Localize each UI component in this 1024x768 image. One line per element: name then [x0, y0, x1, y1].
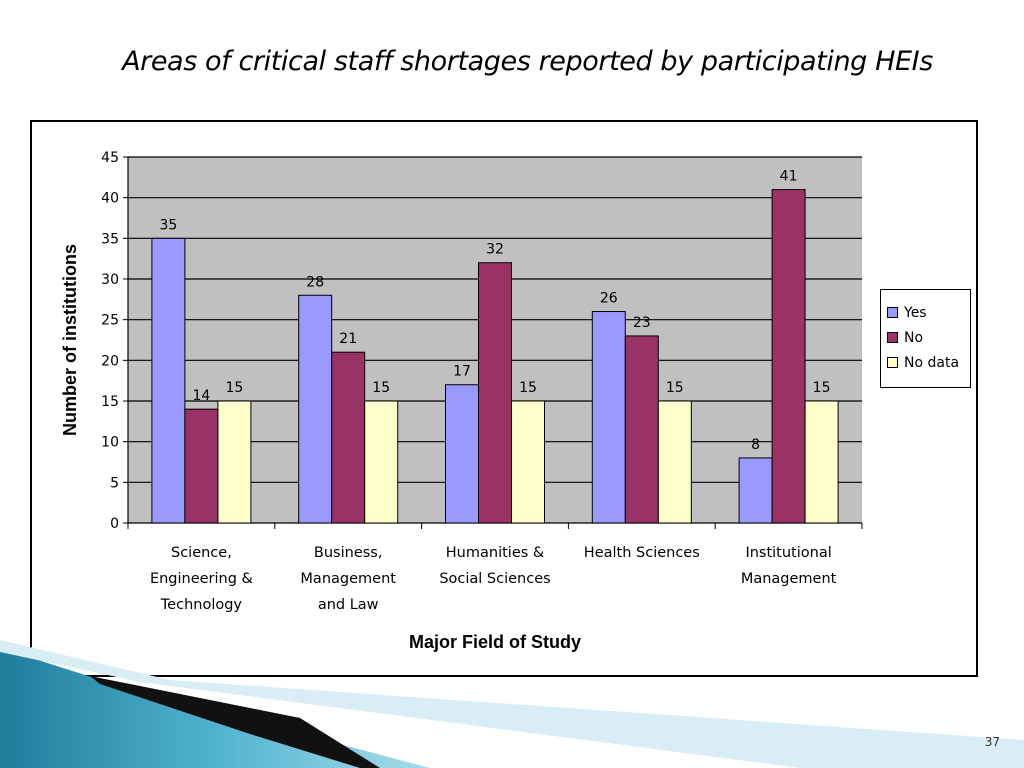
- x-tick-label: Humanities &: [446, 545, 544, 561]
- legend-swatch: [887, 332, 898, 343]
- y-tick-label: 10: [101, 435, 119, 451]
- x-axis-title: Major Field of Study: [409, 632, 581, 652]
- data-label: 23: [633, 315, 651, 331]
- bar: [364, 400, 399, 524]
- bar: [298, 294, 333, 524]
- data-label: 15: [813, 380, 831, 396]
- slide-title: Areas of critical staff shortages report…: [122, 46, 933, 77]
- data-label: 14: [192, 388, 210, 404]
- y-tick-label: 0: [110, 516, 119, 532]
- y-tick-label: 5: [110, 475, 119, 491]
- y-tick-label: 35: [101, 231, 119, 247]
- bar: [804, 400, 839, 524]
- bar-chart: 0 5 10 15 20 25 30 35 40 45 35 14 15 Science, Engineer…: [60, 150, 863, 652]
- bar: [184, 408, 219, 524]
- data-label: 35: [159, 217, 177, 233]
- bar: [331, 351, 366, 524]
- x-tick-label: Business,: [314, 545, 383, 561]
- bar: [771, 189, 806, 524]
- x-tick-label: Institutional: [745, 545, 831, 561]
- y-tick-label: 30: [101, 272, 119, 288]
- bar: [217, 400, 252, 524]
- data-label: 15: [666, 380, 684, 396]
- y-tick-label: 25: [101, 313, 119, 329]
- x-tick-label: Health Sciences: [584, 545, 700, 561]
- legend-item: No: [887, 321, 970, 354]
- bar: [624, 335, 659, 524]
- data-label: 26: [600, 291, 618, 307]
- y-tick-label: 20: [101, 353, 119, 369]
- data-label: 8: [751, 437, 760, 453]
- data-label: 17: [453, 364, 471, 380]
- x-tick-label: Management: [300, 571, 396, 587]
- bar: [478, 262, 512, 524]
- x-tick-label: Social Sciences: [439, 571, 550, 587]
- x-tick-label: Engineering &: [150, 571, 253, 587]
- chart-frame: 0 5 10 15 20 25 30 35 40 45 35 14 15 Science, Engineer…: [30, 120, 978, 677]
- decorative-ribbon: [0, 640, 1024, 768]
- data-label: 21: [339, 331, 357, 347]
- bar: [738, 457, 773, 524]
- bar: [591, 311, 626, 524]
- chart-legend: Yes No No data: [880, 289, 971, 388]
- legend-label: Yes: [904, 304, 927, 321]
- legend-item: No data: [887, 346, 970, 379]
- data-label: 41: [780, 169, 798, 185]
- data-label: 15: [225, 380, 243, 396]
- bar: [151, 237, 186, 524]
- legend-swatch: [887, 307, 898, 318]
- legend-item: Yes: [887, 296, 970, 329]
- legend-swatch: [887, 357, 898, 368]
- y-tick-label: 40: [101, 191, 119, 207]
- x-tick-label: Management: [741, 571, 837, 587]
- bar: [445, 384, 479, 524]
- x-tick-label: and Law: [318, 597, 379, 613]
- x-tick-label: Science,: [171, 545, 232, 561]
- y-tick-label: 15: [101, 394, 119, 410]
- x-tick-label: Technology: [160, 597, 243, 613]
- bar: [657, 400, 692, 524]
- data-label: 32: [486, 242, 504, 258]
- page-number: 37: [984, 735, 1000, 749]
- data-label: 28: [306, 274, 324, 290]
- legend-label: No: [904, 329, 924, 346]
- bar: [511, 400, 545, 524]
- legend-label: No data: [904, 354, 960, 371]
- y-tick-label: 45: [101, 150, 119, 166]
- y-axis-title: Number of institutions: [60, 244, 80, 436]
- data-label: 15: [372, 380, 390, 396]
- data-label: 15: [519, 380, 537, 396]
